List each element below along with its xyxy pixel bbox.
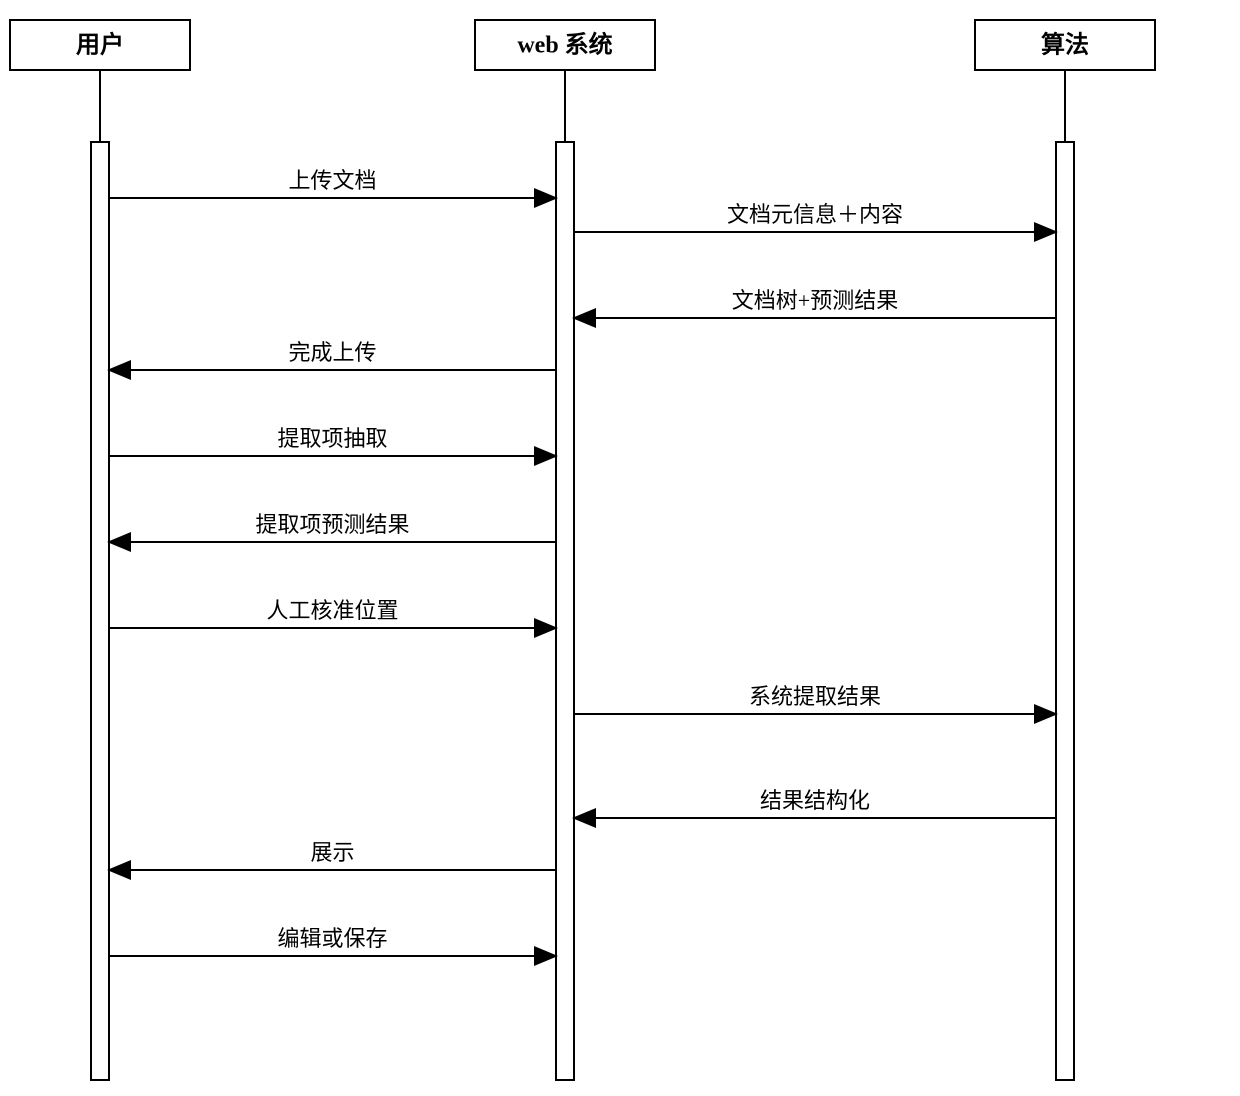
actor-label-web: web 系统 — [517, 31, 612, 59]
message-label-9: 展示 — [310, 840, 354, 865]
message-label-5: 提取项预测结果 — [255, 512, 409, 537]
message-label-7: 系统提取结果 — [749, 684, 881, 709]
message-label-3: 完成上传 — [288, 340, 376, 365]
activation-web — [556, 142, 574, 1080]
sequence-diagram: 用户 web 系统 算法上传文档文档元信息＋内容文档树+预测结果完成上传提取项抽取提… — [0, 0, 1240, 1096]
activation-algo — [1056, 142, 1074, 1080]
message-label-0: 上传文档 — [288, 168, 376, 193]
actor-label-user: 用户 — [76, 31, 124, 59]
message-label-10: 编辑或保存 — [277, 926, 387, 951]
message-label-6: 人工核准位置 — [266, 598, 398, 623]
message-label-2: 文档树+预测结果 — [732, 288, 898, 313]
message-label-8: 结果结构化 — [760, 788, 870, 813]
activation-user — [91, 142, 109, 1080]
actor-label-algo: 算法 — [1041, 31, 1089, 59]
message-label-4: 提取项抽取 — [277, 426, 387, 451]
message-label-1: 文档元信息＋内容 — [727, 202, 903, 227]
